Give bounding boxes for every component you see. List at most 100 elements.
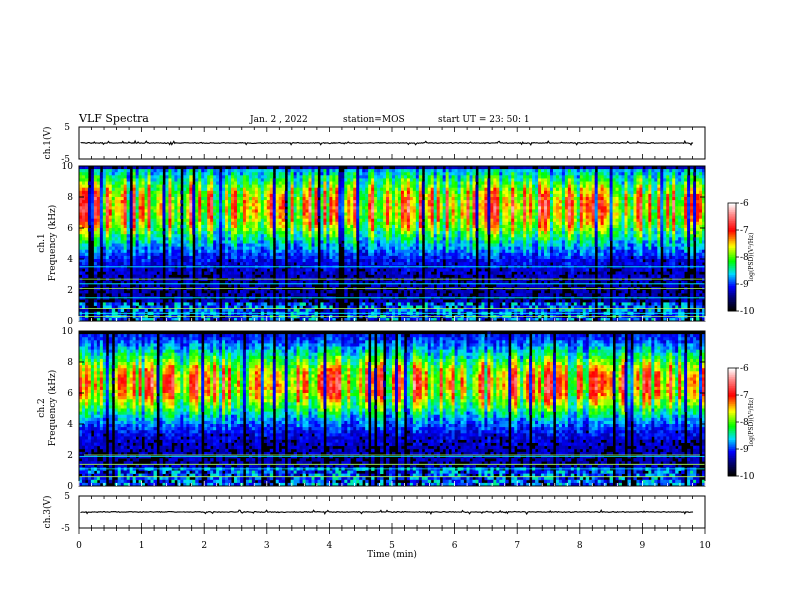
spectrogram-cell <box>231 250 234 254</box>
spectrogram-cell <box>112 194 115 198</box>
spectrogram-cell <box>303 247 306 251</box>
spectrogram-cell <box>249 253 252 256</box>
spectrogram-cell <box>365 268 368 272</box>
spectrogram-cell <box>148 228 151 232</box>
spectrogram-cell <box>258 268 261 272</box>
spectrogram-cell <box>219 234 222 238</box>
spectrogram-cell <box>189 175 192 179</box>
spectrogram-cell <box>344 231 347 235</box>
spectrogram-cell <box>303 259 306 263</box>
spectrogram-cell <box>222 178 225 182</box>
spectrogram-cell <box>82 191 85 195</box>
spectrogram-cell <box>201 172 204 176</box>
spectrogram-cell <box>374 178 377 182</box>
spectrogram-cell <box>276 275 279 279</box>
spectrogram-cell <box>341 209 344 213</box>
spectrogram-cell <box>294 231 297 235</box>
spectrogram-cell <box>386 185 389 189</box>
spectrogram-cell <box>258 213 261 217</box>
spectrogram-cell <box>249 244 252 248</box>
spectrogram-cell <box>85 197 88 201</box>
spectrogram-cell <box>270 172 273 176</box>
spectrogram-cell <box>234 185 237 189</box>
spectrogram-cell <box>401 262 404 266</box>
spectrogram-cell <box>306 182 309 186</box>
spectrogram-cell <box>332 216 335 220</box>
spectrogram-cell <box>231 256 234 260</box>
spectrogram-cell <box>97 259 100 263</box>
spectrogram-cell <box>189 259 192 263</box>
spectrogram-cell <box>82 284 85 288</box>
spectrogram-cell <box>106 244 109 248</box>
spectrogram-cell <box>291 209 294 213</box>
spectrogram-cell <box>162 222 165 226</box>
spectrogram-cell <box>222 175 225 179</box>
spectrogram-cell <box>261 253 264 256</box>
spectrogram-cell <box>85 175 88 179</box>
spectrogram-cell <box>359 175 362 179</box>
spectrogram-cell <box>159 166 162 170</box>
spectrogram-cell <box>145 172 148 176</box>
spectrogram-cell <box>347 206 350 210</box>
spectrogram-cell <box>240 228 243 232</box>
spectrogram-cell <box>326 228 329 232</box>
date-label: Jan. 2 , 2022 <box>249 115 308 125</box>
spectrogram-cell <box>395 259 398 263</box>
spectrogram-cell <box>297 185 300 189</box>
spectrogram-cell <box>335 200 338 204</box>
spectrogram-cell <box>326 237 329 241</box>
spectrogram-cell <box>335 244 338 248</box>
spectrogram-cell <box>222 247 225 251</box>
spectrogram-cell <box>395 228 398 232</box>
spectrogram-cell <box>207 197 210 201</box>
spectrogram-cell <box>353 206 356 210</box>
spectrogram-cell <box>228 299 231 303</box>
spectrogram-cell <box>344 216 347 220</box>
spectrogram-cell <box>85 166 88 170</box>
spectrogram-cell <box>413 166 416 170</box>
spectrogram-cell <box>228 206 231 210</box>
spectrogram-cell <box>79 172 82 176</box>
spectrogram-cell <box>416 231 419 235</box>
spectrogram-cell <box>133 268 136 272</box>
spectrogram-cell <box>323 219 326 223</box>
spectrogram-cell <box>413 178 416 182</box>
spectrogram-cell <box>419 299 422 303</box>
spectrogram-cell <box>276 178 279 182</box>
spectrogram-cell <box>398 191 401 195</box>
spectrogram-cell <box>136 309 139 313</box>
spectrogram-cell <box>183 219 186 223</box>
spectrogram-cell <box>171 234 174 238</box>
spectrogram-cell <box>261 185 264 189</box>
spectrogram-cell <box>124 169 127 173</box>
spectrogram-cell <box>320 250 323 254</box>
spectrogram-cell <box>174 213 177 217</box>
spectrogram-cell <box>341 175 344 179</box>
spectrogram-cell <box>380 194 383 198</box>
spectrogram-cell <box>323 259 326 263</box>
spectrogram-cell <box>303 262 306 266</box>
spectrogram-cell <box>198 256 201 260</box>
spectrogram-cell <box>341 200 344 204</box>
spectrogram-cell <box>404 219 407 223</box>
spectrogram-cell <box>192 213 195 217</box>
spectrogram-cell <box>404 271 407 275</box>
spectrogram-cell <box>91 225 94 229</box>
spectrogram-cell <box>395 197 398 201</box>
spectrogram-cell <box>264 275 267 279</box>
spectrogram-cell <box>410 175 413 179</box>
spectrogram-cell <box>210 178 213 182</box>
spectrogram-cell <box>395 302 398 306</box>
spectrogram-cell <box>85 194 88 198</box>
spectrogram-cell <box>365 256 368 260</box>
spectrogram-cell <box>121 222 124 226</box>
spectrogram-cell <box>216 197 219 201</box>
spectrogram-cell <box>85 234 88 238</box>
spectrogram-cell <box>297 240 300 244</box>
spectrogram-cell <box>374 203 377 207</box>
spectrogram-cell <box>243 182 246 186</box>
spectrogram-cell <box>171 169 174 173</box>
spectrogram-cell <box>115 172 118 176</box>
spectrogram-cell <box>225 185 228 189</box>
spectrogram-cell <box>413 231 416 235</box>
